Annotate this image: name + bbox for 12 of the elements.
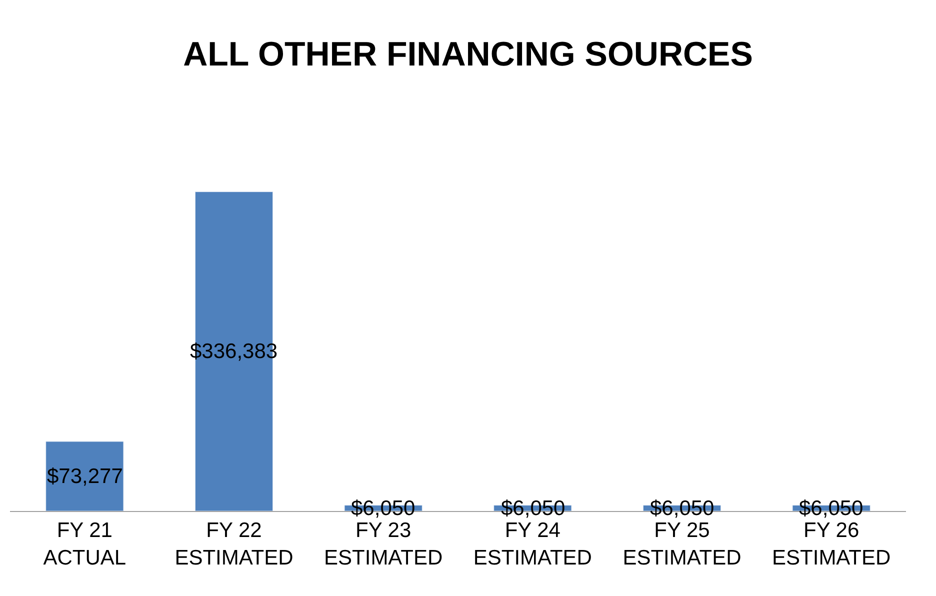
data-label: $6,050	[799, 497, 864, 520]
data-label: $73,277	[47, 465, 123, 488]
x-tick-label: FY 21 ACTUAL	[43, 519, 126, 570]
x-tick-label: FY 22 ESTIMATED	[174, 519, 294, 570]
data-label: $6,050	[650, 497, 714, 520]
chart-title: ALL OTHER FINANCING SOURCES	[183, 36, 753, 74]
x-tick-label: FY 23 ESTIMATED	[324, 519, 443, 570]
x-tick-label: FY 24 ESTIMATED	[473, 519, 592, 570]
x-tick-label: FY 25 ESTIMATED	[622, 519, 742, 570]
data-label: $6,050	[351, 497, 416, 520]
x-tick-label: FY 26 ESTIMATED	[772, 519, 891, 570]
data-label: $6,050	[501, 497, 566, 520]
